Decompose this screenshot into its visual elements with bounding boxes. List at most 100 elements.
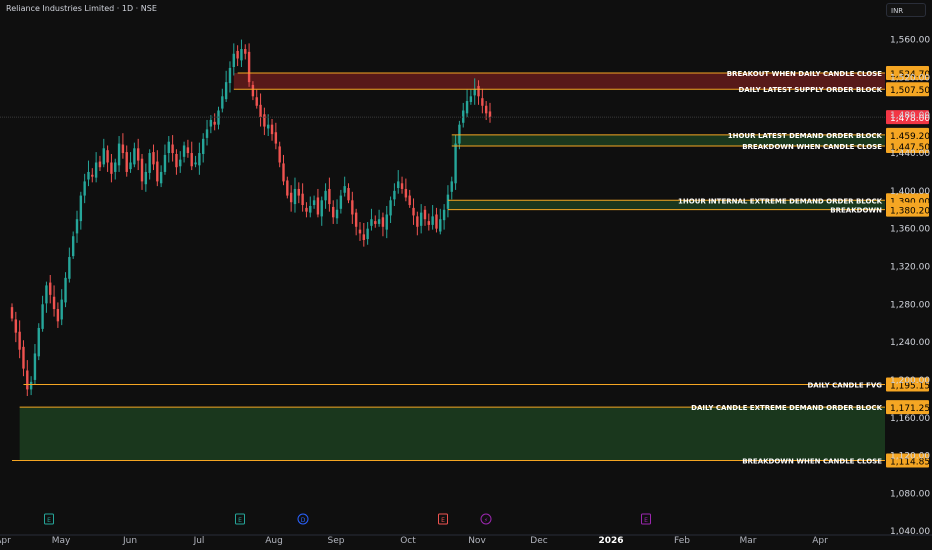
- candle-body: [446, 194, 450, 209]
- events-layer[interactable]: E E D E ⚡ E: [44, 513, 651, 525]
- candle-body: [416, 216, 419, 227]
- y-tick-label: 1,560.00: [890, 36, 930, 46]
- level-price-value: 1,171.25: [890, 404, 930, 414]
- y-tick-label: 1,400.00: [890, 187, 930, 197]
- level-label: BREAKDOWN WHEN CANDLE CLOSE: [742, 457, 882, 465]
- x-tick-label: Apr: [0, 536, 11, 546]
- candle-body: [328, 188, 331, 205]
- event-shape: [297, 513, 309, 525]
- candle-body: [400, 183, 404, 189]
- level-price-value: 1,114.85: [890, 457, 930, 467]
- x-tick-label: Sep: [328, 536, 345, 546]
- y-tick-label: 1,200.00: [890, 376, 930, 386]
- x-tick-label: Jul: [193, 536, 205, 546]
- candle-body: [133, 148, 136, 165]
- candle-body: [60, 299, 63, 320]
- level-price-badge: [886, 453, 929, 468]
- candle-body: [224, 82, 228, 100]
- candle-body: [354, 212, 358, 227]
- candle-body: [481, 98, 484, 106]
- candle-body: [431, 216, 434, 225]
- candle-body: [71, 236, 75, 257]
- candle-body: [205, 129, 209, 138]
- candle-body: [419, 212, 423, 226]
- candle-body: [148, 153, 151, 173]
- candle-body: [163, 154, 167, 172]
- candle-body: [213, 121, 216, 125]
- y-tick-label: 1,480.00: [890, 111, 930, 121]
- x-tick-label: Aug: [265, 536, 283, 546]
- candle-body: [270, 124, 274, 135]
- candle-body: [320, 200, 323, 217]
- candle-body: [117, 143, 121, 166]
- candle-body: [129, 162, 132, 170]
- candle-body: [439, 219, 442, 232]
- level-price-badge: [886, 138, 929, 153]
- candle-body: [316, 197, 320, 215]
- x-tick-label: 2026: [598, 536, 623, 546]
- candle-body: [374, 221, 377, 224]
- earnings_red-marker[interactable]: E: [438, 513, 448, 525]
- candle-body: [278, 146, 281, 163]
- x-axis[interactable]: Apr May Jun Jul Aug Sep Oct Nov Dec 2026 Feb Mar Apr: [0, 534, 932, 546]
- candle-body: [33, 353, 37, 380]
- level-price-badge: [886, 202, 929, 217]
- event-letter: E: [238, 517, 242, 524]
- candle-body: [442, 209, 446, 221]
- level-price-value: 1,459.20: [890, 132, 930, 142]
- candle-body: [159, 171, 163, 184]
- dividend-marker[interactable]: D: [297, 513, 309, 525]
- earnings-marker[interactable]: E: [44, 513, 54, 525]
- candle-body: [209, 119, 213, 127]
- candle-body: [332, 206, 335, 218]
- candle-body: [64, 277, 67, 303]
- candle-body: [473, 88, 476, 96]
- candle-body: [202, 138, 205, 154]
- candle-body: [52, 296, 56, 310]
- level-price-badge: [886, 377, 929, 392]
- candle-body: [45, 285, 48, 304]
- candle-body: [462, 110, 465, 123]
- candle-body: [228, 67, 232, 84]
- candle-body: [144, 171, 148, 185]
- currency-selector[interactable]: INR: [886, 3, 926, 17]
- y-axis[interactable]: 1,560.00 1,520.00 1,480.00 1,440.00 1,400.00…: [890, 36, 930, 538]
- candle-body: [305, 207, 308, 212]
- candle-body: [393, 190, 396, 200]
- level-price-value: 1,507.50: [890, 86, 930, 96]
- split-marker[interactable]: E: [641, 513, 651, 525]
- candle-body: [140, 158, 144, 182]
- candle-body: [244, 49, 247, 54]
- candle-body: [312, 200, 316, 206]
- event-shape: [641, 513, 651, 525]
- candle-body: [102, 148, 105, 165]
- candle-body: [121, 144, 125, 154]
- event-letter: E: [441, 517, 445, 524]
- y-tick-label: 1,080.00: [890, 489, 930, 499]
- earnings-marker[interactable]: E: [235, 513, 245, 525]
- candle-body: [454, 143, 457, 184]
- candle-body: [293, 188, 297, 205]
- candle-body: [175, 153, 178, 168]
- y-tick-label: 1,320.00: [890, 262, 930, 272]
- candle-body: [68, 257, 71, 279]
- candle-body: [136, 148, 140, 161]
- symbol-title[interactable]: Reliance Industries Limited · 1D · NSE: [6, 4, 157, 13]
- split-marker[interactable]: ⚡: [480, 513, 492, 525]
- demand-zone: [19, 407, 885, 461]
- candle-body: [301, 193, 304, 206]
- candle-body: [427, 221, 431, 225]
- x-tick-label: Mar: [740, 536, 757, 546]
- level-label: BREAKOUT WHEN DAILY CANDLE CLOSE: [727, 70, 882, 78]
- candle-body: [408, 195, 411, 206]
- candle-body: [94, 162, 98, 178]
- level-price-badge: [886, 400, 929, 415]
- candle-body: [186, 147, 190, 154]
- candle-body: [297, 188, 300, 196]
- candle-body: [240, 49, 243, 61]
- event-letter: ⚡: [484, 517, 488, 524]
- x-tick-label: Jun: [122, 536, 137, 546]
- current-price-badge: [886, 110, 929, 125]
- candle-body: [22, 346, 25, 369]
